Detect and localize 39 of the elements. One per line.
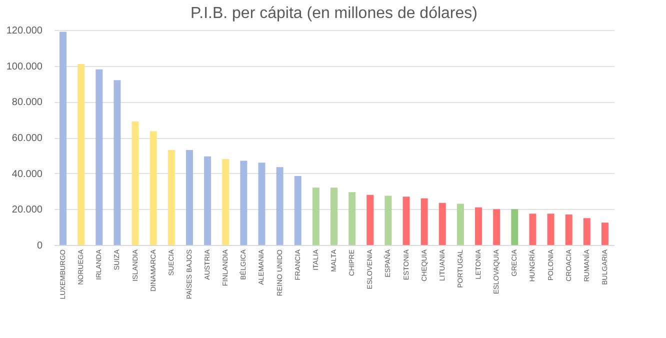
bar — [258, 162, 266, 245]
y-tick-label: 100.000 — [6, 61, 43, 72]
bar — [511, 209, 518, 245]
y-tick-label: 0 — [36, 240, 43, 252]
bar — [438, 202, 446, 245]
bar — [384, 196, 392, 245]
bar — [366, 194, 374, 245]
bar — [96, 69, 103, 245]
y-tick-label: 40.000 — [12, 168, 43, 180]
bar — [583, 218, 590, 245]
bar — [186, 150, 193, 245]
bar — [132, 121, 139, 245]
bar — [420, 198, 428, 245]
bar — [168, 150, 175, 245]
bar — [240, 160, 248, 245]
bar — [547, 214, 554, 245]
bar — [493, 209, 500, 245]
bar — [150, 131, 157, 245]
bar — [601, 222, 608, 245]
chart-title: P.I.B. per cápita (en millones de dólares) — [190, 5, 478, 22]
bar — [276, 167, 284, 245]
bar — [475, 207, 482, 245]
bar — [456, 204, 464, 245]
bar — [60, 32, 67, 245]
bar — [330, 188, 338, 245]
bar — [348, 192, 356, 245]
y-tick-label: 120.000 — [6, 26, 43, 36]
bar — [312, 188, 320, 245]
y-tick-label: 80.000 — [12, 97, 43, 108]
bar — [204, 156, 212, 245]
bar — [78, 64, 85, 245]
bar — [565, 214, 572, 245]
bar — [294, 176, 302, 245]
bar — [222, 159, 230, 245]
y-tick-label: 20.000 — [12, 204, 43, 216]
y-tick-label: 60.000 — [12, 133, 43, 144]
bar — [114, 80, 121, 245]
bar — [529, 214, 536, 245]
bar — [402, 196, 410, 245]
